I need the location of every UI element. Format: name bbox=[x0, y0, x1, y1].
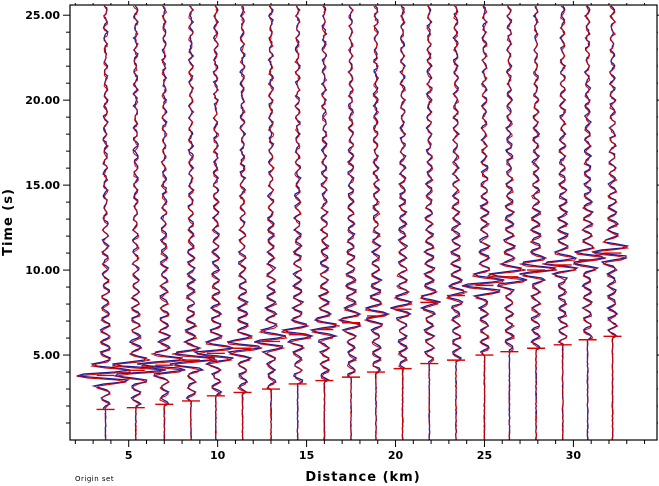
footnote: Origin set bbox=[75, 475, 115, 483]
observed-trace bbox=[390, 5, 414, 441]
observed-trace bbox=[280, 5, 315, 441]
y-tick-label: 25.00 bbox=[25, 9, 60, 22]
synthetic-trace bbox=[227, 5, 263, 441]
traces-layer bbox=[76, 5, 630, 441]
observed-trace bbox=[592, 5, 630, 441]
y-axis-title: Time (s) bbox=[1, 188, 16, 256]
observed-trace bbox=[137, 5, 186, 441]
synthetic-trace bbox=[337, 5, 363, 441]
synthetic-trace bbox=[572, 5, 607, 440]
y-tick-label: 10.00 bbox=[25, 264, 60, 277]
synthetic-trace bbox=[445, 5, 469, 441]
synthetic-trace bbox=[391, 5, 413, 441]
x-tick-label: 25 bbox=[477, 449, 492, 462]
x-axis-title: Distance (km) bbox=[305, 470, 420, 485]
y-tick-label: 15.00 bbox=[25, 179, 60, 192]
synthetic-trace bbox=[419, 5, 439, 441]
picks-layer bbox=[96, 252, 622, 411]
observed-trace bbox=[76, 5, 131, 440]
synthetic-trace bbox=[141, 5, 187, 441]
synthetic-trace bbox=[462, 5, 504, 441]
x-tick-label: 30 bbox=[566, 449, 582, 462]
x-tick-label: 15 bbox=[299, 449, 314, 462]
x-tick-label: 20 bbox=[388, 449, 404, 462]
synthetic-trace bbox=[541, 5, 577, 441]
synthetic-trace bbox=[112, 5, 165, 441]
synthetic-trace bbox=[487, 5, 527, 441]
y-tick-label: 20.00 bbox=[25, 94, 60, 107]
observed-trace bbox=[226, 5, 263, 441]
observed-trace bbox=[253, 5, 287, 441]
synthetic-trace bbox=[281, 5, 312, 441]
observed-trace bbox=[572, 5, 606, 441]
synthetic-trace bbox=[363, 5, 391, 441]
observed-trace bbox=[169, 5, 216, 441]
synthetic-trace bbox=[255, 5, 288, 441]
observed-trace bbox=[461, 5, 505, 441]
observed-trace bbox=[338, 5, 362, 441]
x-tick-label: 5 bbox=[125, 449, 133, 462]
plot-frame bbox=[69, 4, 658, 441]
synthetic-trace bbox=[196, 5, 235, 441]
synthetic-trace bbox=[171, 5, 217, 441]
y-tick-label: 5.00 bbox=[33, 349, 60, 362]
synthetic-trace bbox=[518, 5, 558, 441]
synthetic-trace bbox=[590, 5, 630, 441]
synthetic-trace bbox=[310, 5, 340, 441]
synthetic-trace bbox=[76, 5, 131, 440]
x-tick-label: 10 bbox=[210, 449, 226, 462]
ticks-layer: 5 10 15 20 25 30 5.00 10.00 15.00 20.00 25.00 bbox=[25, 1, 659, 462]
